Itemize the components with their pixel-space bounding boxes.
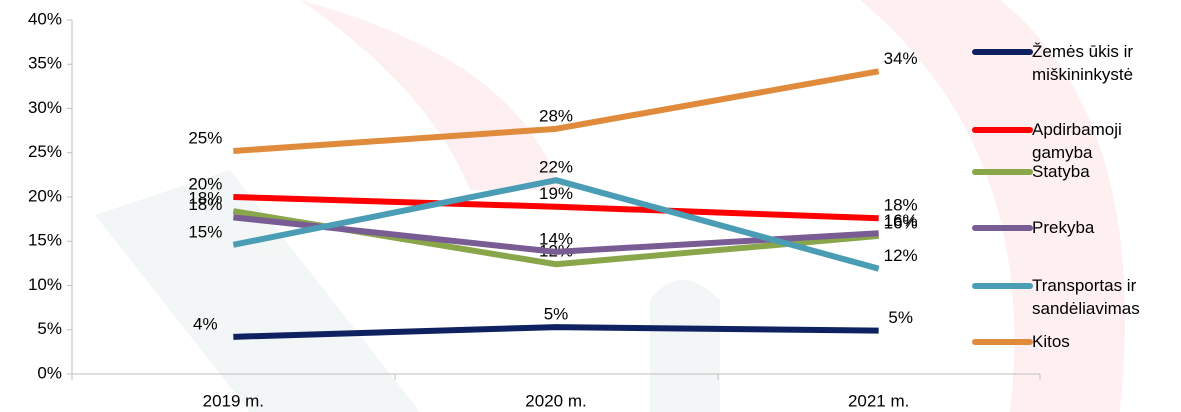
series-line [233,68,880,154]
data-label: 19% [539,184,573,203]
x-tick-label: 2020 m. [525,391,586,410]
legend-label: Apdirbamoji gamyba [1032,120,1122,162]
x-tick-label: 2021 m. [848,391,909,410]
x-tick-label: 2019 m. [203,391,264,410]
watermark-shape [95,170,420,412]
data-label: 16% [884,211,918,230]
watermark [95,0,1125,412]
y-tick-label: 40% [28,9,62,28]
data-label: 14% [539,229,573,248]
data-label: 18% [188,195,222,214]
data-label: 18% [188,189,222,208]
legend-label: Transportas ir sandėliavimas [1032,276,1140,318]
data-label: 5% [888,308,913,327]
data-label: 12% [884,246,918,265]
data-label: 25% [188,128,222,147]
y-tick-label: 10% [28,275,62,294]
y-tick-label: 15% [28,231,62,250]
watermark-shape [860,0,1125,412]
data-label: 22% [539,158,573,177]
data-label: 15% [188,222,222,241]
data-label: 28% [539,106,573,125]
y-tick-label: 25% [28,142,62,161]
legend-label: Statyba [1032,162,1090,181]
data-label: 20% [188,174,222,193]
y-tick-label: 20% [28,186,62,205]
series-line [232,177,880,272]
y-tick-label: 30% [28,98,62,117]
data-label: 5% [544,305,569,324]
data-label: 18% [884,196,918,215]
watermark-shape [300,0,560,190]
legend-label: Žemės ūkis ir miškininkystė [1032,42,1134,84]
y-tick-label: 5% [37,319,62,338]
watermark-shape [650,280,720,412]
data-label: 16% [884,213,918,232]
data-label: 34% [884,49,918,68]
y-tick-label: 35% [28,54,62,73]
series-line [233,194,879,222]
y-tick-label: 0% [37,363,62,382]
legend-label: Kitos [1032,332,1070,351]
data-label: 4% [193,314,218,333]
legend-label: Prekyba [1032,218,1095,237]
series-line [233,324,879,340]
